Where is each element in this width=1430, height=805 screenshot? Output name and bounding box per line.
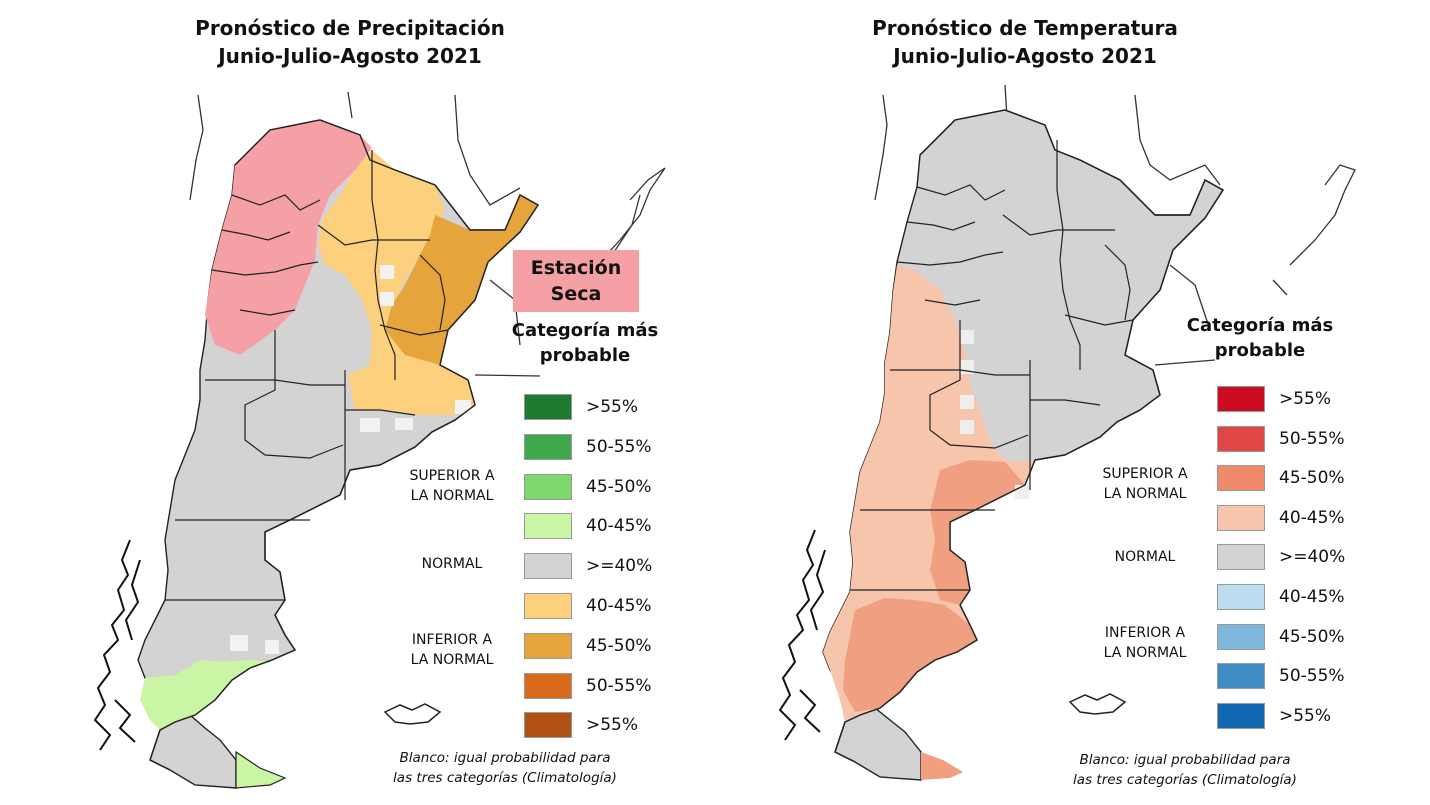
temp-cat-above-line1: SUPERIOR A <box>1102 466 1188 482</box>
legend-label: 50-55% <box>586 436 652 457</box>
badge-line1: Estación <box>530 257 622 279</box>
precip-legend-title-line1: Categoría más <box>511 320 659 341</box>
badge-line2: Seca <box>550 283 602 305</box>
temp-legend-title: Categoría más probable <box>1175 313 1345 363</box>
above-normal-40-45-area <box>140 660 272 730</box>
temp-note-line1: Blanco: igual probabilidad para <box>1079 752 1291 768</box>
legend-swatch <box>1217 702 1265 729</box>
legend-swatch <box>524 433 572 460</box>
malvinas-islands <box>383 703 442 725</box>
temp-legend-title-line1: Categoría más <box>1186 315 1334 336</box>
province-borders <box>165 150 449 601</box>
legend-label: 45-50% <box>1279 626 1345 647</box>
temperature-title-line1: Pronóstico de Temperatura <box>872 16 1178 40</box>
legend-label: 40-45% <box>1279 587 1345 607</box>
temperature-panel: Pronóstico de Temperatura Junio-Julio-Ag… <box>715 0 1430 805</box>
below-normal-45-50-area <box>385 195 538 365</box>
precip-note-line2: las tres categorías (Climatología) <box>393 770 617 786</box>
legend-label: 40-45% <box>1279 507 1345 528</box>
precip-cat-above-line2: LA NORMAL <box>410 488 494 504</box>
legend-swatch <box>524 712 572 739</box>
legend-label: >=40% <box>1279 547 1346 568</box>
legend-swatch <box>1217 663 1265 690</box>
legend-label: >55% <box>1279 705 1332 726</box>
legend-swatch <box>1217 584 1265 610</box>
legend-swatch <box>1217 425 1265 452</box>
legend-swatch <box>524 672 572 699</box>
legend-label: 50-55% <box>1279 428 1345 449</box>
legend-label: 45-50% <box>586 635 652 656</box>
precip-cat-above-line1: SUPERIOR A <box>409 468 495 484</box>
malvinas-islands <box>1068 693 1127 715</box>
legend-label: >55% <box>1279 389 1332 409</box>
climatology-patches <box>230 265 471 654</box>
temp-cat-above: SUPERIOR A LA NORMAL <box>1085 464 1205 504</box>
legend-label: >=40% <box>586 556 653 577</box>
precip-cat-below-line2: LA NORMAL <box>410 652 494 668</box>
legend-label: 40-45% <box>586 516 652 537</box>
temp-cat-below-line2: LA NORMAL <box>1103 645 1187 661</box>
dry-season-area <box>205 120 372 355</box>
province-borders <box>850 140 1134 591</box>
legend-swatch <box>1217 465 1265 492</box>
legend-label: 40-45% <box>586 596 652 616</box>
temp-note: Blanco: igual probabilidad para las tres… <box>1035 750 1335 790</box>
legend-swatch <box>1217 504 1265 531</box>
precip-legend-title: Categoría más probable <box>500 318 670 368</box>
legend-swatch <box>1217 623 1265 650</box>
legend-swatch <box>524 593 572 619</box>
legend-swatch <box>524 473 572 500</box>
chile-coast <box>93 539 141 751</box>
temperature-title-line2: Junio-Julio-Agosto 2021 <box>893 44 1157 68</box>
precip-cat-normal: NORMAL <box>421 556 483 572</box>
precip-cat-below-line1: INFERIOR A <box>411 632 493 648</box>
legend-swatch <box>524 513 572 540</box>
precip-note-line1: Blanco: igual probabilidad para <box>399 750 611 766</box>
legend-label: 50-55% <box>586 675 652 696</box>
neighbour-borders <box>189 91 666 377</box>
precipitation-panel: Pronóstico de Precipitación Junio-Julio-… <box>60 14 670 789</box>
legend-label: 45-50% <box>1279 468 1345 489</box>
legend-label: 50-55% <box>1279 666 1345 687</box>
temp-cat-above-line2: LA NORMAL <box>1103 486 1187 502</box>
precip-cat-above: SUPERIOR A LA NORMAL <box>392 466 512 506</box>
legend-label: >55% <box>586 715 639 736</box>
temperature-title: Pronóstico de Temperatura Junio-Julio-Ag… <box>735 14 1315 70</box>
temp-cat-below-line1: INFERIOR A <box>1104 625 1186 641</box>
dry-season-badge: Estación Seca <box>513 250 639 312</box>
legend-label: 45-50% <box>586 476 652 497</box>
tierra-del-fuego-green <box>235 750 287 789</box>
precipitation-map <box>93 91 666 789</box>
temperature-map <box>778 84 1356 781</box>
chile-coast <box>778 529 826 741</box>
precip-note: Blanco: igual probabilidad para las tres… <box>355 748 655 788</box>
legend-label: >55% <box>586 397 639 417</box>
legend-swatch <box>1217 544 1265 571</box>
legend-swatch <box>1217 386 1265 412</box>
precipitation-title-line2: Junio-Julio-Agosto 2021 <box>218 44 482 68</box>
temp-cat-below: INFERIOR A LA NORMAL <box>1085 623 1205 663</box>
precipitation-title: Pronóstico de Precipitación Junio-Julio-… <box>60 14 640 70</box>
precip-cat-below: INFERIOR A LA NORMAL <box>392 630 512 670</box>
precipitation-title-line1: Pronóstico de Precipitación <box>195 16 505 40</box>
legend-swatch <box>524 553 572 580</box>
neighbour-borders <box>874 84 1356 366</box>
temp-note-line2: las tres categorías (Climatología) <box>1073 772 1297 788</box>
legend-swatch <box>524 394 572 420</box>
precip-legend-title-line2: probable <box>539 345 631 366</box>
temp-cat-normal: NORMAL <box>1114 549 1176 565</box>
temp-legend-title-line2: probable <box>1214 340 1306 361</box>
legend-swatch <box>524 632 572 659</box>
